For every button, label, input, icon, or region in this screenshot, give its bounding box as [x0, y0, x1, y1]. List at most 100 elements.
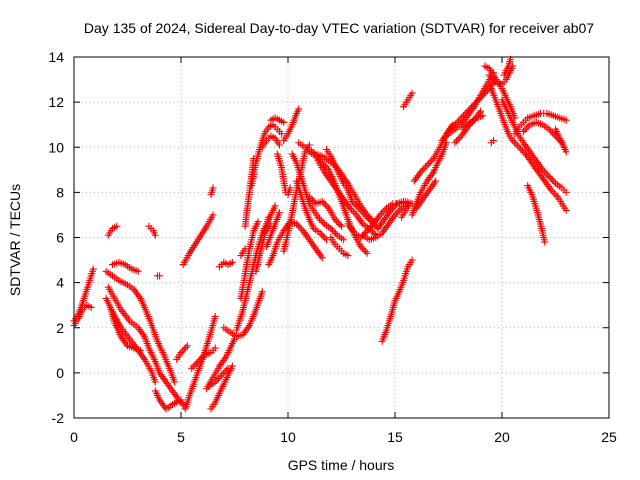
data-trace [205, 364, 232, 390]
data-point-markers [220, 288, 266, 341]
x-tick-label: 25 [601, 429, 617, 445]
data-point-markers [109, 258, 142, 275]
data-point-markers [173, 342, 191, 363]
data-point-markers [412, 177, 440, 212]
data-trace [263, 209, 283, 251]
data-point-markers [293, 177, 331, 244]
data-trace [237, 245, 249, 260]
x-tick-label: 5 [177, 429, 185, 445]
data-point-markers [359, 200, 412, 244]
data-point-markers [258, 132, 283, 151]
data-trace [400, 89, 416, 111]
data-point-markers [378, 256, 416, 345]
data-trace [104, 283, 189, 411]
data-trace [397, 200, 414, 221]
data-trace [487, 85, 570, 214]
data-trace [207, 362, 236, 413]
data-trace [447, 76, 500, 133]
data-trace [438, 69, 497, 144]
data-trace [498, 96, 570, 196]
data-point-markers [207, 362, 236, 413]
y-tick-label: 2 [56, 320, 64, 336]
axis-ticks: 0 5 10 15 20 25 -2 0 2 4 6 8 10 12 14 [48, 49, 617, 445]
data-trace [153, 272, 164, 280]
data-trace [173, 342, 191, 363]
data-trace [216, 258, 236, 271]
data-trace [359, 200, 412, 244]
data-trace [109, 258, 142, 275]
data-point-markers [524, 182, 549, 246]
data-point-markers [179, 211, 217, 269]
data-trace [511, 109, 570, 138]
data-trace [273, 150, 294, 199]
y-tick-label: -2 [52, 410, 65, 426]
data-trace [179, 211, 217, 269]
data-trace [485, 62, 517, 88]
data-point-markers [145, 222, 159, 239]
data-trace [524, 182, 549, 246]
data-trace [374, 197, 408, 232]
data-points [70, 55, 570, 413]
y-tick-label: 12 [48, 94, 64, 110]
y-tick-label: 6 [56, 230, 64, 246]
data-point-markers [485, 62, 517, 88]
data-trace [412, 177, 440, 212]
data-trace [106, 303, 144, 354]
y-tick-label: 14 [48, 49, 64, 65]
data-trace [145, 222, 159, 239]
x-tick-label: 15 [387, 429, 403, 445]
data-point-markers [500, 55, 515, 79]
data-trace [104, 222, 121, 239]
data-point-markers [438, 69, 497, 144]
y-tick-label: 10 [48, 139, 64, 155]
data-point-markers [305, 193, 345, 230]
data-trace [293, 177, 331, 244]
y-tick-label: 0 [56, 365, 64, 381]
data-trace [237, 218, 262, 302]
data-point-markers [104, 283, 189, 411]
data-point-markers [104, 222, 121, 239]
data-point-markers [188, 344, 219, 372]
data-point-markers [151, 387, 185, 413]
data-point-markers [487, 85, 570, 214]
data-trace [500, 55, 515, 79]
data-point-markers [216, 258, 236, 271]
data-trace [552, 125, 568, 151]
data-trace [280, 105, 303, 144]
x-tick-label: 0 [70, 429, 78, 445]
y-tick-label: 8 [56, 184, 64, 200]
data-point-markers [106, 303, 144, 354]
data-point-markers [267, 114, 288, 126]
y-axis-label: SDTVAR / TECUs [7, 184, 23, 296]
data-point-markers [237, 245, 249, 260]
data-point-markers [487, 136, 497, 147]
data-trace [258, 132, 283, 151]
data-trace [327, 234, 352, 260]
x-tick-label: 10 [280, 429, 296, 445]
data-point-markers [263, 220, 275, 235]
data-point-markers [102, 267, 179, 386]
data-point-markers [237, 218, 262, 302]
data-trace [378, 256, 416, 345]
data-trace [102, 267, 179, 386]
data-point-markers [459, 112, 487, 133]
data-trace [151, 387, 185, 413]
data-point-markers [263, 209, 283, 251]
x-axis-label: GPS time / hours [288, 457, 395, 473]
data-point-markers [400, 89, 416, 111]
chart-title: Day 135 of 2024, Sidereal Day-to-day VTE… [84, 20, 594, 36]
data-trace [263, 220, 275, 235]
data-point-markers [280, 105, 303, 144]
data-point-markers [207, 184, 217, 199]
data-point-markers [153, 272, 164, 280]
data-trace [207, 184, 217, 199]
data-point-markers [327, 234, 352, 260]
data-point-markers [374, 197, 408, 232]
y-tick-label: 4 [56, 275, 64, 291]
data-trace [459, 112, 487, 133]
data-trace [188, 344, 219, 372]
data-point-markers [447, 76, 500, 133]
x-tick-label: 20 [494, 429, 510, 445]
data-point-markers [205, 364, 232, 390]
